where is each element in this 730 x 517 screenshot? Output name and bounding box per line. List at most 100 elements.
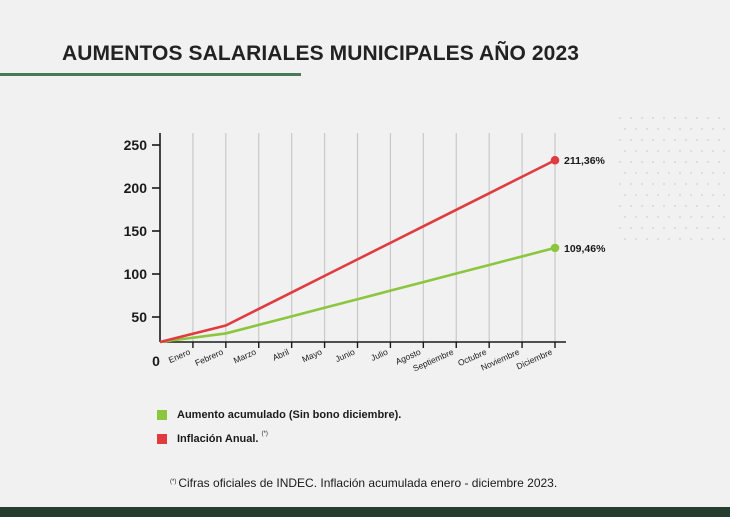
pattern-dot (634, 171, 638, 175)
pattern-dot (700, 215, 704, 219)
pattern-dot (618, 138, 622, 142)
series-end-label-0: 109,46% (564, 243, 606, 255)
pattern-dot (673, 182, 677, 186)
pattern-dot (651, 116, 655, 120)
pattern-dot (706, 182, 710, 186)
pattern-dot (651, 182, 655, 186)
pattern-dot (711, 171, 715, 175)
pattern-dot (717, 204, 721, 208)
pattern-dot (662, 204, 666, 208)
x-tick-label: Abril (271, 347, 291, 363)
pattern-dot (651, 204, 655, 208)
pattern-dot (656, 149, 660, 153)
series-line-1 (159, 159, 556, 344)
pattern-dot (618, 116, 622, 120)
legend-footnote-mark: (*) (261, 431, 268, 437)
pattern-dot (722, 149, 726, 153)
pattern-dot (629, 116, 633, 120)
pattern-dot (640, 138, 644, 142)
title-underline (0, 73, 301, 76)
legend-swatch-red (157, 434, 167, 444)
legend-label-aumento: Aumento acumulado (Sin bono diciembre). (177, 409, 402, 421)
pattern-dot (667, 237, 671, 241)
pattern-dot (678, 193, 682, 197)
pattern-dot (722, 127, 726, 131)
origin-label: 0 (152, 353, 160, 369)
pattern-dot (645, 215, 649, 219)
pattern-dot (722, 171, 726, 175)
legend-label-inflacion: Inflación Anual. (177, 433, 259, 445)
pattern-dot (673, 160, 677, 164)
series-end-point-0 (550, 243, 560, 253)
x-tick-label: Marzo (232, 347, 258, 366)
pattern-dot (689, 237, 693, 241)
pattern-dot (662, 138, 666, 142)
footnote-text: Cifras oficiales de INDEC. Inflación acu… (178, 476, 558, 490)
pattern-dot (623, 193, 627, 197)
pattern-dot (695, 204, 699, 208)
pattern-dot (645, 127, 649, 131)
pattern-dot (673, 204, 677, 208)
pattern-dot (651, 160, 655, 164)
pattern-dot (706, 160, 710, 164)
pattern-dot (629, 138, 633, 142)
x-tick-label: Febrero (193, 347, 225, 368)
pattern-dot (684, 226, 688, 230)
pattern-dot (711, 215, 715, 219)
pattern-dot (623, 127, 627, 131)
pattern-dot (667, 171, 671, 175)
pattern-dot (684, 204, 688, 208)
pattern-dot (695, 226, 699, 230)
pattern-dot (717, 182, 721, 186)
pattern-dot (706, 116, 710, 120)
x-tick-label: Enero (167, 347, 192, 365)
pattern-dot (662, 182, 666, 186)
pattern-dot (662, 226, 666, 230)
pattern-dot (656, 127, 660, 131)
pattern-dot (623, 149, 627, 153)
pattern-dot (651, 226, 655, 230)
pattern-dot (656, 171, 660, 175)
pattern-dot (618, 204, 622, 208)
pattern-dot (678, 215, 682, 219)
pattern-dot (629, 182, 633, 186)
pattern-dot (634, 193, 638, 197)
legend-swatch-green (157, 410, 167, 420)
pattern-dot (618, 226, 622, 230)
pattern-dot (695, 138, 699, 142)
pattern-dot (629, 160, 633, 164)
pattern-dot (645, 171, 649, 175)
pattern-dot (722, 215, 726, 219)
pattern-dot (629, 226, 633, 230)
series-end-point-1 (550, 155, 560, 165)
pattern-dot (700, 127, 704, 131)
pattern-dot (706, 204, 710, 208)
pattern-dot (717, 160, 721, 164)
pattern-dot (700, 149, 704, 153)
pattern-dot (722, 237, 726, 241)
x-tick-label: Diciembre (515, 347, 554, 372)
pattern-dot (678, 171, 682, 175)
pattern-dot (695, 160, 699, 164)
page-title: AUMENTOS SALARIALES MUNICIPALES AÑO 2023 (62, 42, 580, 65)
pattern-dot (684, 182, 688, 186)
footnote: (*) Cifras oficiales de INDEC. Inflación … (170, 476, 557, 490)
legend-item-inflacion: Inflación Anual. (*) (157, 431, 401, 446)
y-tick-label: 250 (124, 137, 148, 153)
pattern-dot (717, 226, 721, 230)
pattern-dot (722, 193, 726, 197)
pattern-dot (651, 138, 655, 142)
pattern-dot (689, 171, 693, 175)
pattern-dot (645, 237, 649, 241)
pattern-dot (711, 127, 715, 131)
pattern-dot (634, 127, 638, 131)
footnote-mark: (*) (170, 479, 177, 485)
pattern-dot (618, 182, 622, 186)
y-tick-label: 50 (131, 309, 147, 325)
pattern-dot (706, 138, 710, 142)
pattern-dot (618, 160, 622, 164)
pattern-dot (700, 237, 704, 241)
pattern-dot (640, 226, 644, 230)
pattern-dot (623, 171, 627, 175)
